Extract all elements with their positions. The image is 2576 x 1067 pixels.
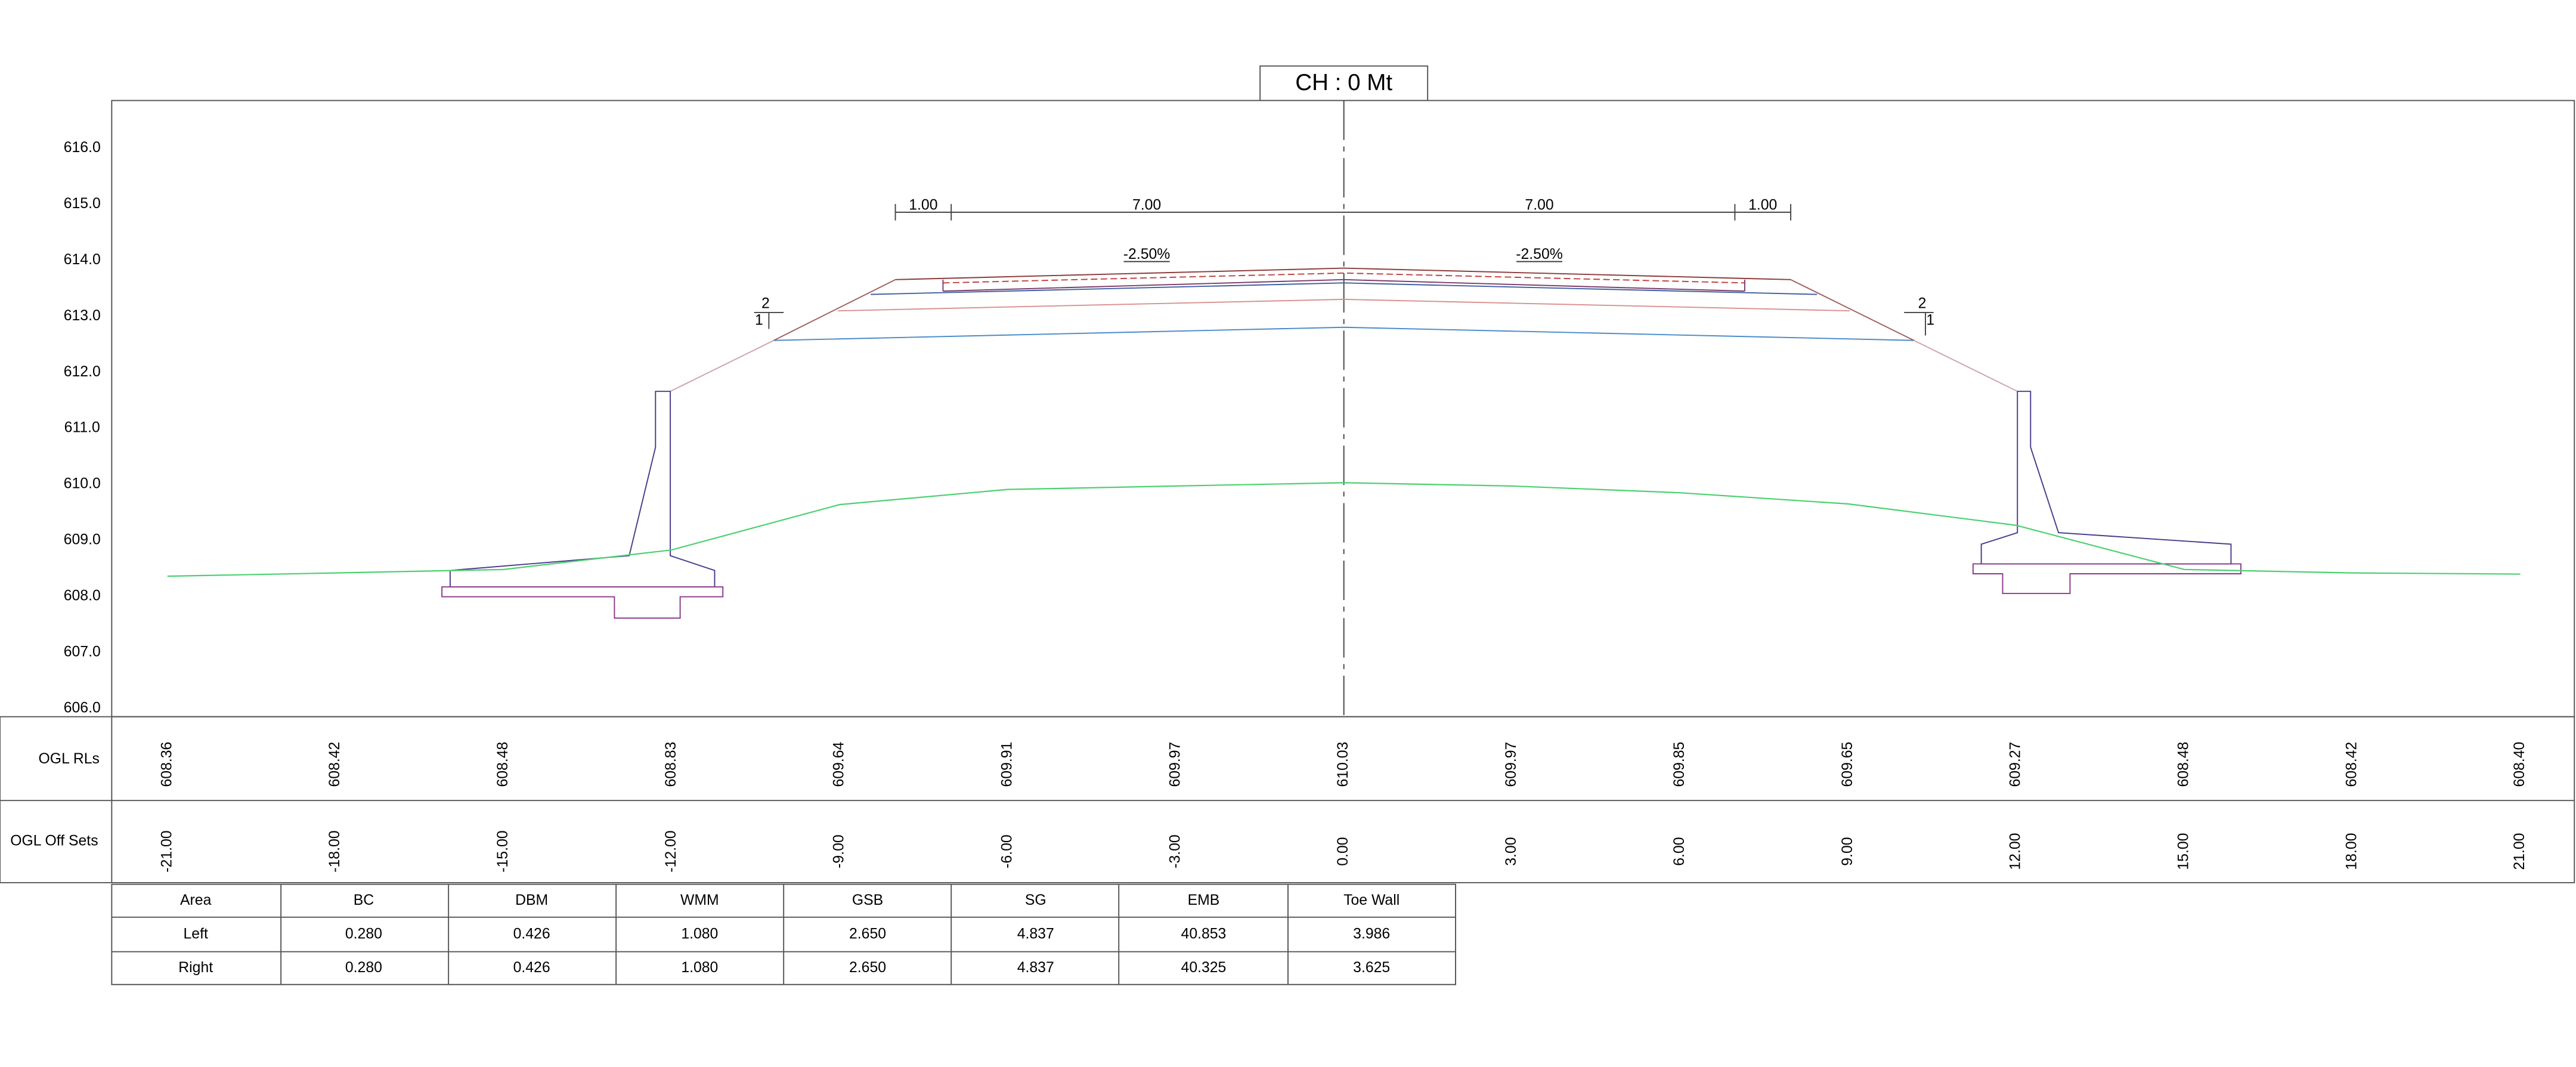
table-lines — [0, 716, 2575, 985]
ogl-rl: 608.42 — [327, 742, 343, 787]
ogl-offset: -6.00 — [999, 834, 1015, 868]
dimension-line — [894, 204, 1792, 221]
ogl-offset: 12.00 — [2008, 833, 2024, 870]
ogl-rl: 608.48 — [2175, 742, 2191, 787]
ogl-rl: 608.36 — [159, 742, 175, 787]
table-cell: 2.650 — [849, 960, 886, 976]
ogl-offset: 0.00 — [1335, 837, 1351, 865]
ogl-offset: -9.00 — [831, 834, 847, 868]
ground-line — [167, 482, 2521, 577]
table-cell: 0.280 — [345, 926, 382, 942]
table-cell: 3.986 — [1353, 926, 1390, 942]
dimension: 1.00 — [1748, 197, 1777, 213]
table-cell: 40.853 — [1181, 926, 1227, 942]
elevation-label: 610.0 — [64, 476, 101, 492]
table-cell: 1.080 — [681, 960, 718, 976]
ogl-rl: 609.65 — [1840, 742, 1856, 787]
ogl-offset: -15.00 — [495, 830, 511, 872]
row-label: OGL Off Sets — [10, 833, 98, 849]
ogl-rl: 610.03 — [1335, 742, 1351, 787]
table-cell: 0.280 — [345, 960, 382, 976]
side-slope-run: 1 — [755, 312, 763, 328]
ogl-rl: 608.48 — [495, 742, 511, 787]
table-header: DBM — [515, 892, 548, 908]
ogl-offset: 9.00 — [1840, 837, 1856, 865]
ogl-offset: 21.00 — [2512, 833, 2528, 870]
side-slope-rise: 2 — [761, 296, 770, 312]
ogl-rl: 609.85 — [1671, 742, 1688, 787]
ogl-rl: 609.91 — [999, 742, 1015, 787]
ogl-offset: -3.00 — [1167, 834, 1183, 868]
ogl-offset: 6.00 — [1671, 837, 1688, 865]
ogl-offset: 15.00 — [2175, 833, 2191, 870]
dimension: 1.00 — [909, 197, 937, 213]
table-cell: Left — [184, 926, 208, 942]
slope-marker — [1904, 311, 1934, 336]
table-header: GSB — [852, 892, 883, 908]
retaining-walls — [441, 391, 2241, 619]
ogl-offset: -18.00 — [327, 830, 343, 872]
table-cell: 40.325 — [1181, 960, 1227, 976]
ogl-rl: 609.64 — [831, 741, 847, 787]
row-label: OGL RLs — [39, 751, 100, 767]
ogl-rl: 608.42 — [2343, 742, 2360, 787]
slope-label: -2.50% — [1123, 246, 1171, 262]
table-header: EMB — [1188, 892, 1220, 908]
ogl-rl: 609.97 — [1503, 742, 1519, 787]
table-cell: 0.426 — [513, 960, 550, 976]
ogl-offset: 18.00 — [2343, 833, 2360, 870]
table-header: Area — [180, 892, 212, 908]
side-slope-rise: 2 — [1918, 296, 1927, 312]
table-cell: 1.080 — [681, 926, 718, 942]
ogl-rl: 609.97 — [1167, 742, 1183, 787]
elevation-label: 612.0 — [64, 364, 101, 380]
elevation-label: 616.0 — [64, 140, 101, 156]
elevation-label: 615.0 — [64, 196, 101, 212]
table-cell: 4.837 — [1017, 926, 1054, 942]
table-cell: Right — [178, 960, 213, 976]
title: CH : 0 Mt — [1295, 70, 1392, 95]
ogl-offset: -12.00 — [663, 830, 679, 872]
slope-label: -2.50% — [1516, 246, 1563, 262]
dimension: 7.00 — [1132, 197, 1161, 213]
ogl-offset: 3.00 — [1503, 837, 1519, 865]
table-cell: 0.426 — [513, 926, 550, 942]
elevation-label: 609.0 — [64, 532, 101, 548]
side-slope-run: 1 — [1926, 312, 1934, 328]
ogl-rl: 608.83 — [663, 742, 679, 787]
elevation-label: 606.0 — [64, 700, 101, 716]
elevation-label: 614.0 — [64, 252, 101, 268]
elevation-label: 608.0 — [64, 588, 101, 604]
table-header: SG — [1025, 892, 1046, 908]
plot-frame — [111, 100, 2575, 717]
elevation-label: 607.0 — [64, 644, 101, 660]
table-header: BC — [354, 892, 374, 908]
table-header: WMM — [680, 892, 719, 908]
slope-marker — [754, 311, 784, 329]
dimension: 7.00 — [1525, 197, 1553, 213]
elevation-label: 611.0 — [64, 420, 100, 436]
pavement-layers — [670, 267, 2018, 392]
ogl-offset: -21.00 — [159, 830, 175, 872]
elevation-label: 613.0 — [64, 308, 101, 324]
ogl-rl: 608.40 — [2512, 742, 2528, 787]
table-cell: 2.650 — [849, 926, 886, 942]
table-cell: 4.837 — [1017, 960, 1054, 976]
table-header: Toe Wall — [1343, 892, 1400, 908]
table-cell: 3.625 — [1353, 960, 1390, 976]
ogl-rl: 609.27 — [2008, 742, 2024, 787]
